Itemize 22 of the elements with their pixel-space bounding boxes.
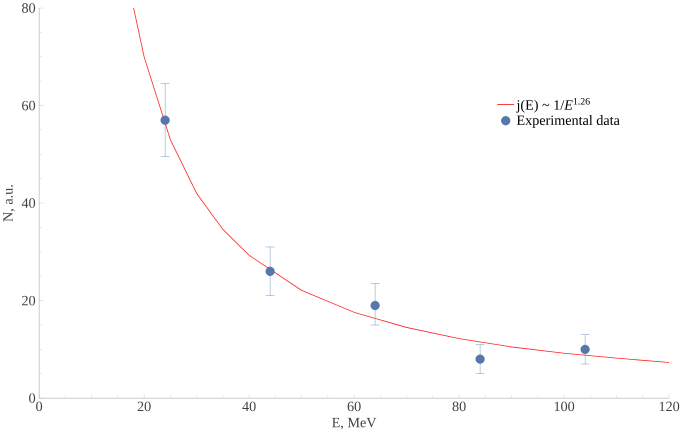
x-tick-label: 20: [138, 402, 151, 412]
point: [160, 116, 170, 125]
legend-label: Experimental data: [516, 115, 620, 128]
y-axis-title: N, a.u.: [3, 185, 15, 222]
y-tick-label: 80: [22, 3, 36, 13]
x-tick-label: 80: [452, 402, 466, 412]
x-tick-label: 40: [242, 402, 256, 412]
x-tick-label: 100: [554, 402, 574, 412]
x-tick-label: 0: [36, 402, 42, 412]
y-tick-label: 0: [29, 394, 36, 404]
x-tick-label: 120: [660, 402, 680, 412]
x-axis-title: E, MeV: [332, 418, 376, 430]
point: [580, 344, 590, 354]
y-tick-label: 60: [22, 100, 36, 111]
x-tick-label: 60: [348, 402, 361, 412]
point: [370, 301, 380, 310]
line-series: [133, 8, 670, 364]
point: [475, 354, 485, 364]
legend-label: j(E) ~ 1/E$^{1.26}$: [516, 98, 590, 113]
y-tick-label: 40: [22, 198, 36, 208]
point: [265, 266, 275, 276]
y-tick-label: 20: [22, 296, 36, 306]
